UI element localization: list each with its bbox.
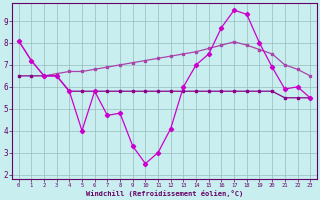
X-axis label: Windchill (Refroidissement éolien,°C): Windchill (Refroidissement éolien,°C) [86, 190, 243, 197]
